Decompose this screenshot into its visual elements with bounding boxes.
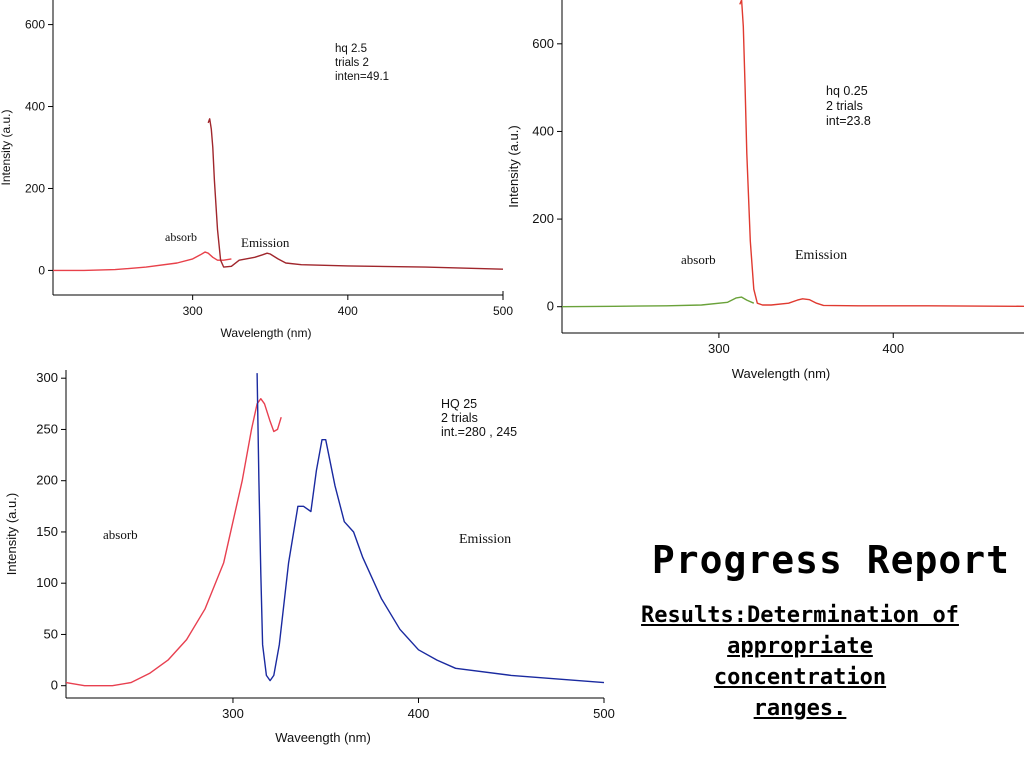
y-tick-label: 0 (547, 299, 554, 314)
y-tick-label: 400 (532, 123, 554, 138)
y-tick-label: 200 (25, 181, 45, 195)
subtitle-line-1: Results:Determination of (641, 603, 959, 628)
absorb-label: absorb (681, 252, 716, 267)
series-line-absorb (65, 398, 282, 687)
y-tick-label: 200 (36, 473, 58, 488)
annotation-line: trials 2 (335, 57, 369, 69)
x-tick-label: 500 (593, 706, 615, 721)
emission-label: Emission (459, 532, 511, 547)
y-tick-label: 200 (532, 211, 554, 226)
x-tick-label: 300 (708, 341, 730, 356)
series-line-emission (739, 0, 1024, 307)
chart-hq-25: 0 50 100 150 200 250 300 300 400 500 Intensity (a.… (4, 370, 615, 745)
y-axis-label: Intensity (a.u.) (506, 125, 521, 207)
y-tick-label: 50 (44, 626, 58, 641)
annotation-line: HQ 25 (441, 397, 477, 411)
series-line-emission (256, 373, 605, 684)
annotation-line: 2 trials (826, 99, 863, 113)
annotation-line: inten=49.1 (335, 71, 389, 83)
series-line-absorb (561, 296, 755, 308)
subtitle-line-2: appropriate (727, 634, 873, 659)
y-tick-label: 250 (36, 421, 58, 436)
x-tick-label: 300 (183, 304, 203, 318)
annotation-line: hq 0.25 (826, 84, 868, 98)
y-tick-label: 0 (38, 263, 45, 277)
annotation-line: int=23.8 (826, 114, 871, 128)
chart-hq-0-25: 0 200 400 600 300 400 Intensity (a.u.) Waveleng… (506, 0, 1024, 381)
x-axis-label: Waveength (nm) (275, 730, 371, 745)
y-axis-label: Intensity (a.u.) (4, 493, 19, 575)
annotation-line: int.=280 , 245 (441, 425, 517, 439)
series-line-emission (207, 118, 504, 270)
series-line-absorb (53, 251, 232, 272)
slide-subtitle: Results:Determination of appropriate con… (590, 600, 1010, 724)
y-tick-label: 600 (532, 36, 554, 51)
x-tick-label: 400 (882, 341, 904, 356)
x-tick-label: 400 (338, 304, 358, 318)
absorb-label: absorb (165, 230, 197, 244)
y-tick-label: 300 (36, 370, 58, 385)
y-tick-label: 100 (36, 575, 58, 590)
subtitle-line-4: ranges. (753, 696, 847, 721)
slide-title-block: Progress Report Results:Determination of… (590, 538, 1010, 724)
subtitle-line-3: concentration (713, 665, 887, 690)
annotation-line: 2 trials (441, 411, 478, 425)
chart-hq-2-5: 0 200 400 600 300 400 500 Intensity (a.u.) Wavel… (0, 0, 513, 340)
x-axis-label: Wavelength (nm) (221, 326, 312, 340)
y-tick-label: 600 (25, 18, 45, 32)
x-tick-label: 500 (493, 304, 513, 318)
emission-label: Emission (241, 235, 290, 250)
x-tick-label: 400 (408, 706, 430, 721)
x-tick-label: 300 (222, 706, 244, 721)
y-tick-label: 0 (51, 678, 58, 693)
slide-title: Progress Report (651, 538, 1010, 582)
emission-label: Emission (795, 248, 847, 263)
x-axis-label: Wavelength (nm) (732, 366, 831, 381)
y-tick-label: 400 (25, 100, 45, 114)
absorb-label: absorb (103, 527, 138, 542)
annotation-line: hq 2.5 (335, 43, 367, 55)
y-tick-label: 150 (36, 524, 58, 539)
y-axis-label: Intensity (a.u.) (0, 109, 13, 185)
